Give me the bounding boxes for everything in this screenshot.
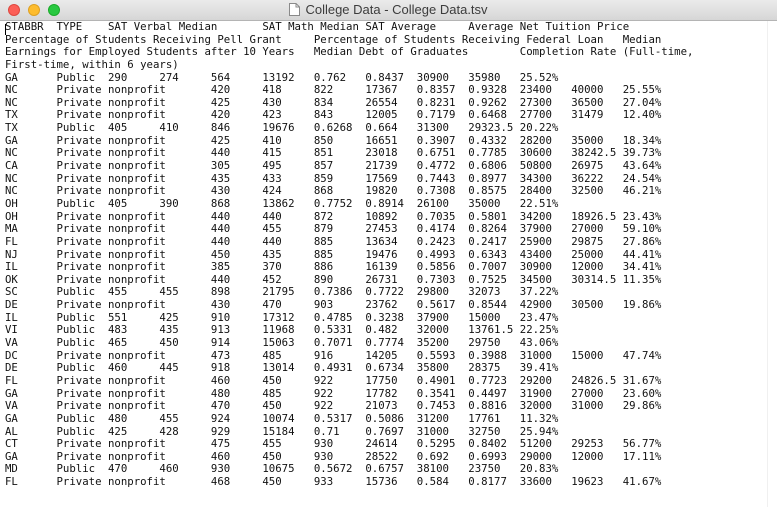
text-line: DE Public 460 445 918 13014 0.4931 0.673…: [5, 361, 559, 375]
document-icon: [289, 3, 301, 19]
text-line: FL Private nonprofit 468 450 933 15736 0…: [5, 475, 662, 489]
text-line: NC Private nonprofit 435 433 859 17569 0…: [5, 171, 662, 185]
text-line: NC Private nonprofit 425 430 834 26554 0…: [5, 95, 662, 109]
text-line: AL Public 425 428 929 15184 0.71 0.7697 …: [5, 424, 559, 438]
text-line: GA Public 290 274 564 13192 0.762 0.8437…: [5, 70, 559, 84]
text-line: GA Public 480 455 924 10074 0.5317 0.508…: [5, 411, 559, 425]
text-line: VA Private nonprofit 470 450 922 21073 0…: [5, 399, 662, 413]
window-title: College Data - College Data.tsv: [305, 2, 488, 17]
minimize-button[interactable]: [28, 4, 40, 16]
text-line: SC Public 455 455 898 21795 0.7386 0.772…: [5, 285, 559, 299]
window-title-group: College Data - College Data.tsv: [0, 2, 777, 19]
text-line: IL Public 551 425 910 17312 0.4785 0.323…: [5, 310, 559, 324]
text-line: MD Public 470 460 930 10675 0.5672 0.675…: [5, 462, 559, 476]
text-line: MA Private nonprofit 440 455 879 27453 0…: [5, 222, 662, 236]
text-content-area[interactable]: STABBR TYPE SAT Verbal Median SAT Math M…: [5, 21, 767, 507]
text-line: OK Private nonprofit 440 452 890 26731 0…: [5, 272, 662, 286]
text-line: OH Public 405 390 868 13862 0.7752 0.891…: [5, 196, 559, 210]
text-line: NC Private nonprofit 440 415 851 23018 0…: [5, 146, 662, 160]
close-button[interactable]: [8, 4, 20, 16]
text-line: Earnings for Employed Students after 10 …: [5, 45, 694, 59]
text-line: VA Public 465 450 914 15063 0.7071 0.777…: [5, 336, 559, 350]
text-line: NC Private nonprofit 420 418 822 17367 0…: [5, 83, 662, 97]
text-line: TX Private nonprofit 420 423 843 12005 0…: [5, 108, 662, 122]
text-line: Percentage of Students Receiving Pell Gr…: [5, 32, 662, 46]
text-line: DC Private nonprofit 473 485 916 14205 0…: [5, 348, 662, 362]
text-line: First-time, within 6 years): [5, 57, 179, 71]
text-line: TX Public 405 410 846 19676 0.6268 0.664…: [5, 121, 559, 135]
text-line: DE Private nonprofit 430 470 903 23762 0…: [5, 298, 662, 312]
text-line: IL Private nonprofit 385 370 886 16139 0…: [5, 260, 662, 274]
text-line: CT Private nonprofit 475 455 930 24614 0…: [5, 437, 662, 451]
text-line: GA Private nonprofit 480 485 922 17782 0…: [5, 386, 662, 400]
text-line: VI Public 483 435 913 11968 0.5331 0.482…: [5, 323, 559, 337]
text-line: CA Private nonprofit 305 495 857 21739 0…: [5, 159, 662, 173]
text-line: NC Private nonprofit 430 424 868 19820 0…: [5, 184, 662, 198]
text-line: GA Private nonprofit 425 410 850 16651 0…: [5, 133, 662, 147]
vertical-scrollbar[interactable]: [767, 21, 777, 507]
text-line: OH Private nonprofit 440 440 872 10892 0…: [5, 209, 662, 223]
text-line: FL Private nonprofit 440 440 885 13634 0…: [5, 234, 662, 248]
text-cursor: [5, 24, 6, 35]
text-line: FL Private nonprofit 460 450 922 17750 0…: [5, 373, 662, 387]
text-line: STABBR TYPE SAT Verbal Median SAT Math M…: [5, 21, 630, 33]
text-line: NJ Private nonprofit 450 435 885 19476 0…: [5, 247, 662, 261]
text-line: GA Private nonprofit 460 450 930 28522 0…: [5, 449, 662, 463]
zoom-button[interactable]: [48, 4, 60, 16]
title-bar[interactable]: College Data - College Data.tsv: [0, 0, 777, 21]
